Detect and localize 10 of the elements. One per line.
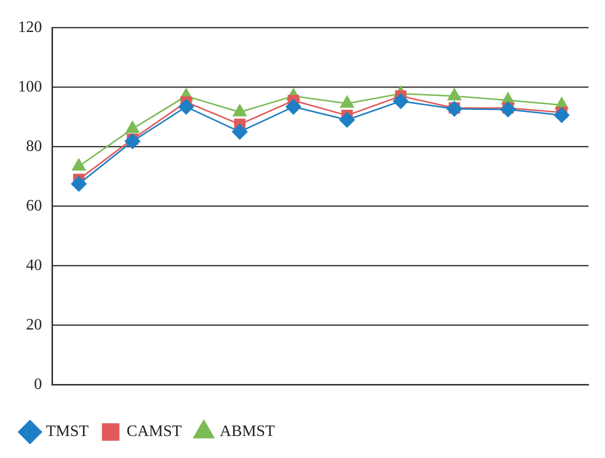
y-tick-label: 0: [34, 376, 42, 394]
legend-label: TMST: [46, 423, 89, 440]
legend-label: ABMST: [220, 423, 276, 440]
y-tick-label: 100: [18, 78, 42, 96]
y-tick-label: 80: [26, 138, 42, 155]
legend-label: CAMST: [126, 423, 182, 440]
y-tick-label: 60: [26, 197, 42, 214]
y-tick-label: 40: [26, 256, 42, 274]
y-tick-label: 20: [26, 316, 42, 334]
y-tick-label: 120: [18, 18, 42, 36]
